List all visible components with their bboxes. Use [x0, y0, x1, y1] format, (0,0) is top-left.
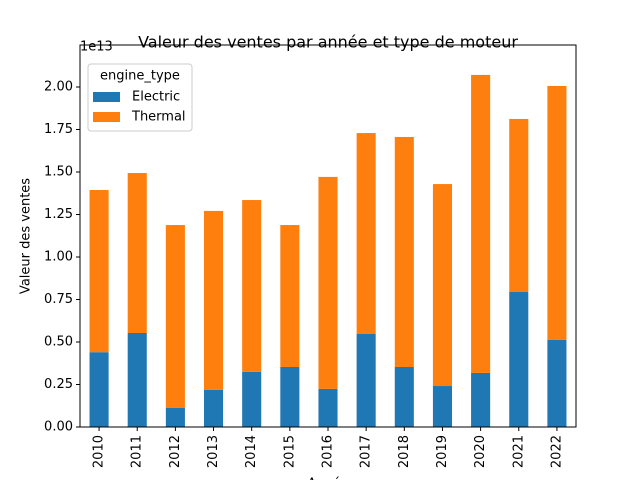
bar — [89, 190, 109, 353]
x-tick-label: 2011 — [130, 435, 145, 468]
bar — [165, 225, 185, 408]
x-tick-label: 2010 — [92, 435, 107, 468]
bar — [89, 352, 109, 427]
bar — [509, 118, 529, 293]
x-tick-label: 2012 — [168, 435, 183, 468]
x-tick-label: 2019 — [435, 435, 450, 468]
bar — [471, 372, 491, 427]
legend-label: Electric — [132, 90, 180, 105]
x-tick-label: 2017 — [359, 435, 374, 468]
x-axis-label: Année — [307, 477, 348, 480]
bar — [432, 184, 452, 387]
legend-swatch — [93, 112, 120, 122]
x-tick-label: 2014 — [244, 435, 259, 468]
y-tick-label: 1.25 — [44, 207, 73, 222]
bar — [127, 332, 147, 427]
bar — [242, 371, 262, 427]
bar — [318, 388, 338, 427]
bar — [280, 366, 300, 427]
legend-title: engine_type — [100, 69, 180, 84]
y-axis-label: Valeur des ventes — [19, 178, 34, 294]
bar — [356, 334, 376, 427]
bar — [204, 389, 224, 427]
bar — [280, 225, 300, 367]
bar — [394, 366, 414, 427]
bar — [471, 74, 491, 373]
y-tick-label: 1.00 — [44, 249, 73, 264]
bar — [242, 200, 262, 372]
legend-label: Thermal — [131, 110, 186, 125]
y-tick-label: 1.50 — [44, 164, 73, 179]
x-tick-label: 2016 — [321, 435, 336, 468]
bar — [547, 85, 567, 340]
x-tick-label: 2013 — [206, 435, 221, 468]
y-tick-label: 1.75 — [44, 122, 73, 137]
plot-frame — [79, 44, 577, 428]
bar — [127, 173, 147, 333]
x-tick-label: 2021 — [511, 435, 526, 468]
bar — [547, 339, 567, 427]
bar — [394, 136, 414, 367]
y-tick-label: 0.25 — [44, 377, 73, 392]
bar — [356, 133, 376, 335]
bar — [204, 210, 224, 390]
x-tick-label: 2020 — [473, 435, 488, 468]
x-tick-label: 2022 — [549, 435, 564, 468]
chart-title: Valeur des ventes par année et type de m… — [138, 33, 518, 52]
bar — [318, 176, 338, 389]
y-tick-label: 0.00 — [44, 420, 73, 435]
bar — [509, 292, 529, 427]
x-tick-label: 2015 — [282, 435, 297, 468]
y-tick-label: 0.50 — [44, 334, 73, 349]
y-offset-label: 1e13 — [80, 40, 113, 55]
y-tick-label: 0.75 — [44, 292, 73, 307]
x-tick-label: 2018 — [397, 435, 412, 468]
bar — [165, 407, 185, 427]
bar — [432, 386, 452, 427]
legend-swatch — [93, 92, 120, 102]
y-tick-label: 2.00 — [44, 79, 73, 94]
